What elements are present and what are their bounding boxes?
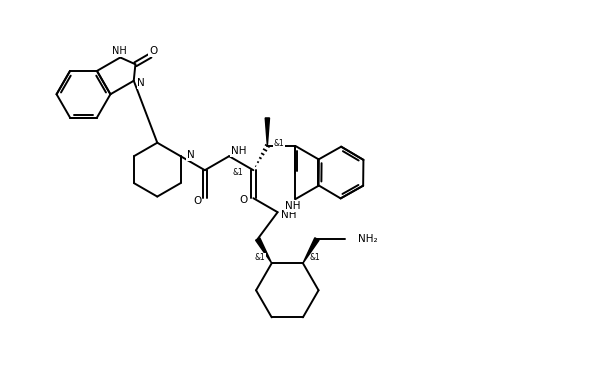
Polygon shape	[303, 238, 319, 263]
Polygon shape	[255, 238, 271, 263]
Text: &1: &1	[274, 139, 284, 148]
Text: NH: NH	[286, 201, 301, 211]
Text: N: N	[138, 78, 145, 88]
Text: NH: NH	[231, 146, 247, 156]
Text: NH: NH	[281, 210, 297, 221]
Text: O: O	[149, 46, 157, 56]
Text: &1: &1	[254, 253, 265, 262]
Polygon shape	[265, 118, 270, 146]
Text: &1: &1	[309, 253, 320, 262]
Text: NH₂: NH₂	[359, 234, 378, 244]
Text: NH: NH	[112, 46, 126, 56]
Text: O: O	[193, 196, 201, 206]
Text: N: N	[187, 150, 195, 160]
Text: &1: &1	[233, 168, 244, 177]
Text: O: O	[239, 195, 248, 205]
